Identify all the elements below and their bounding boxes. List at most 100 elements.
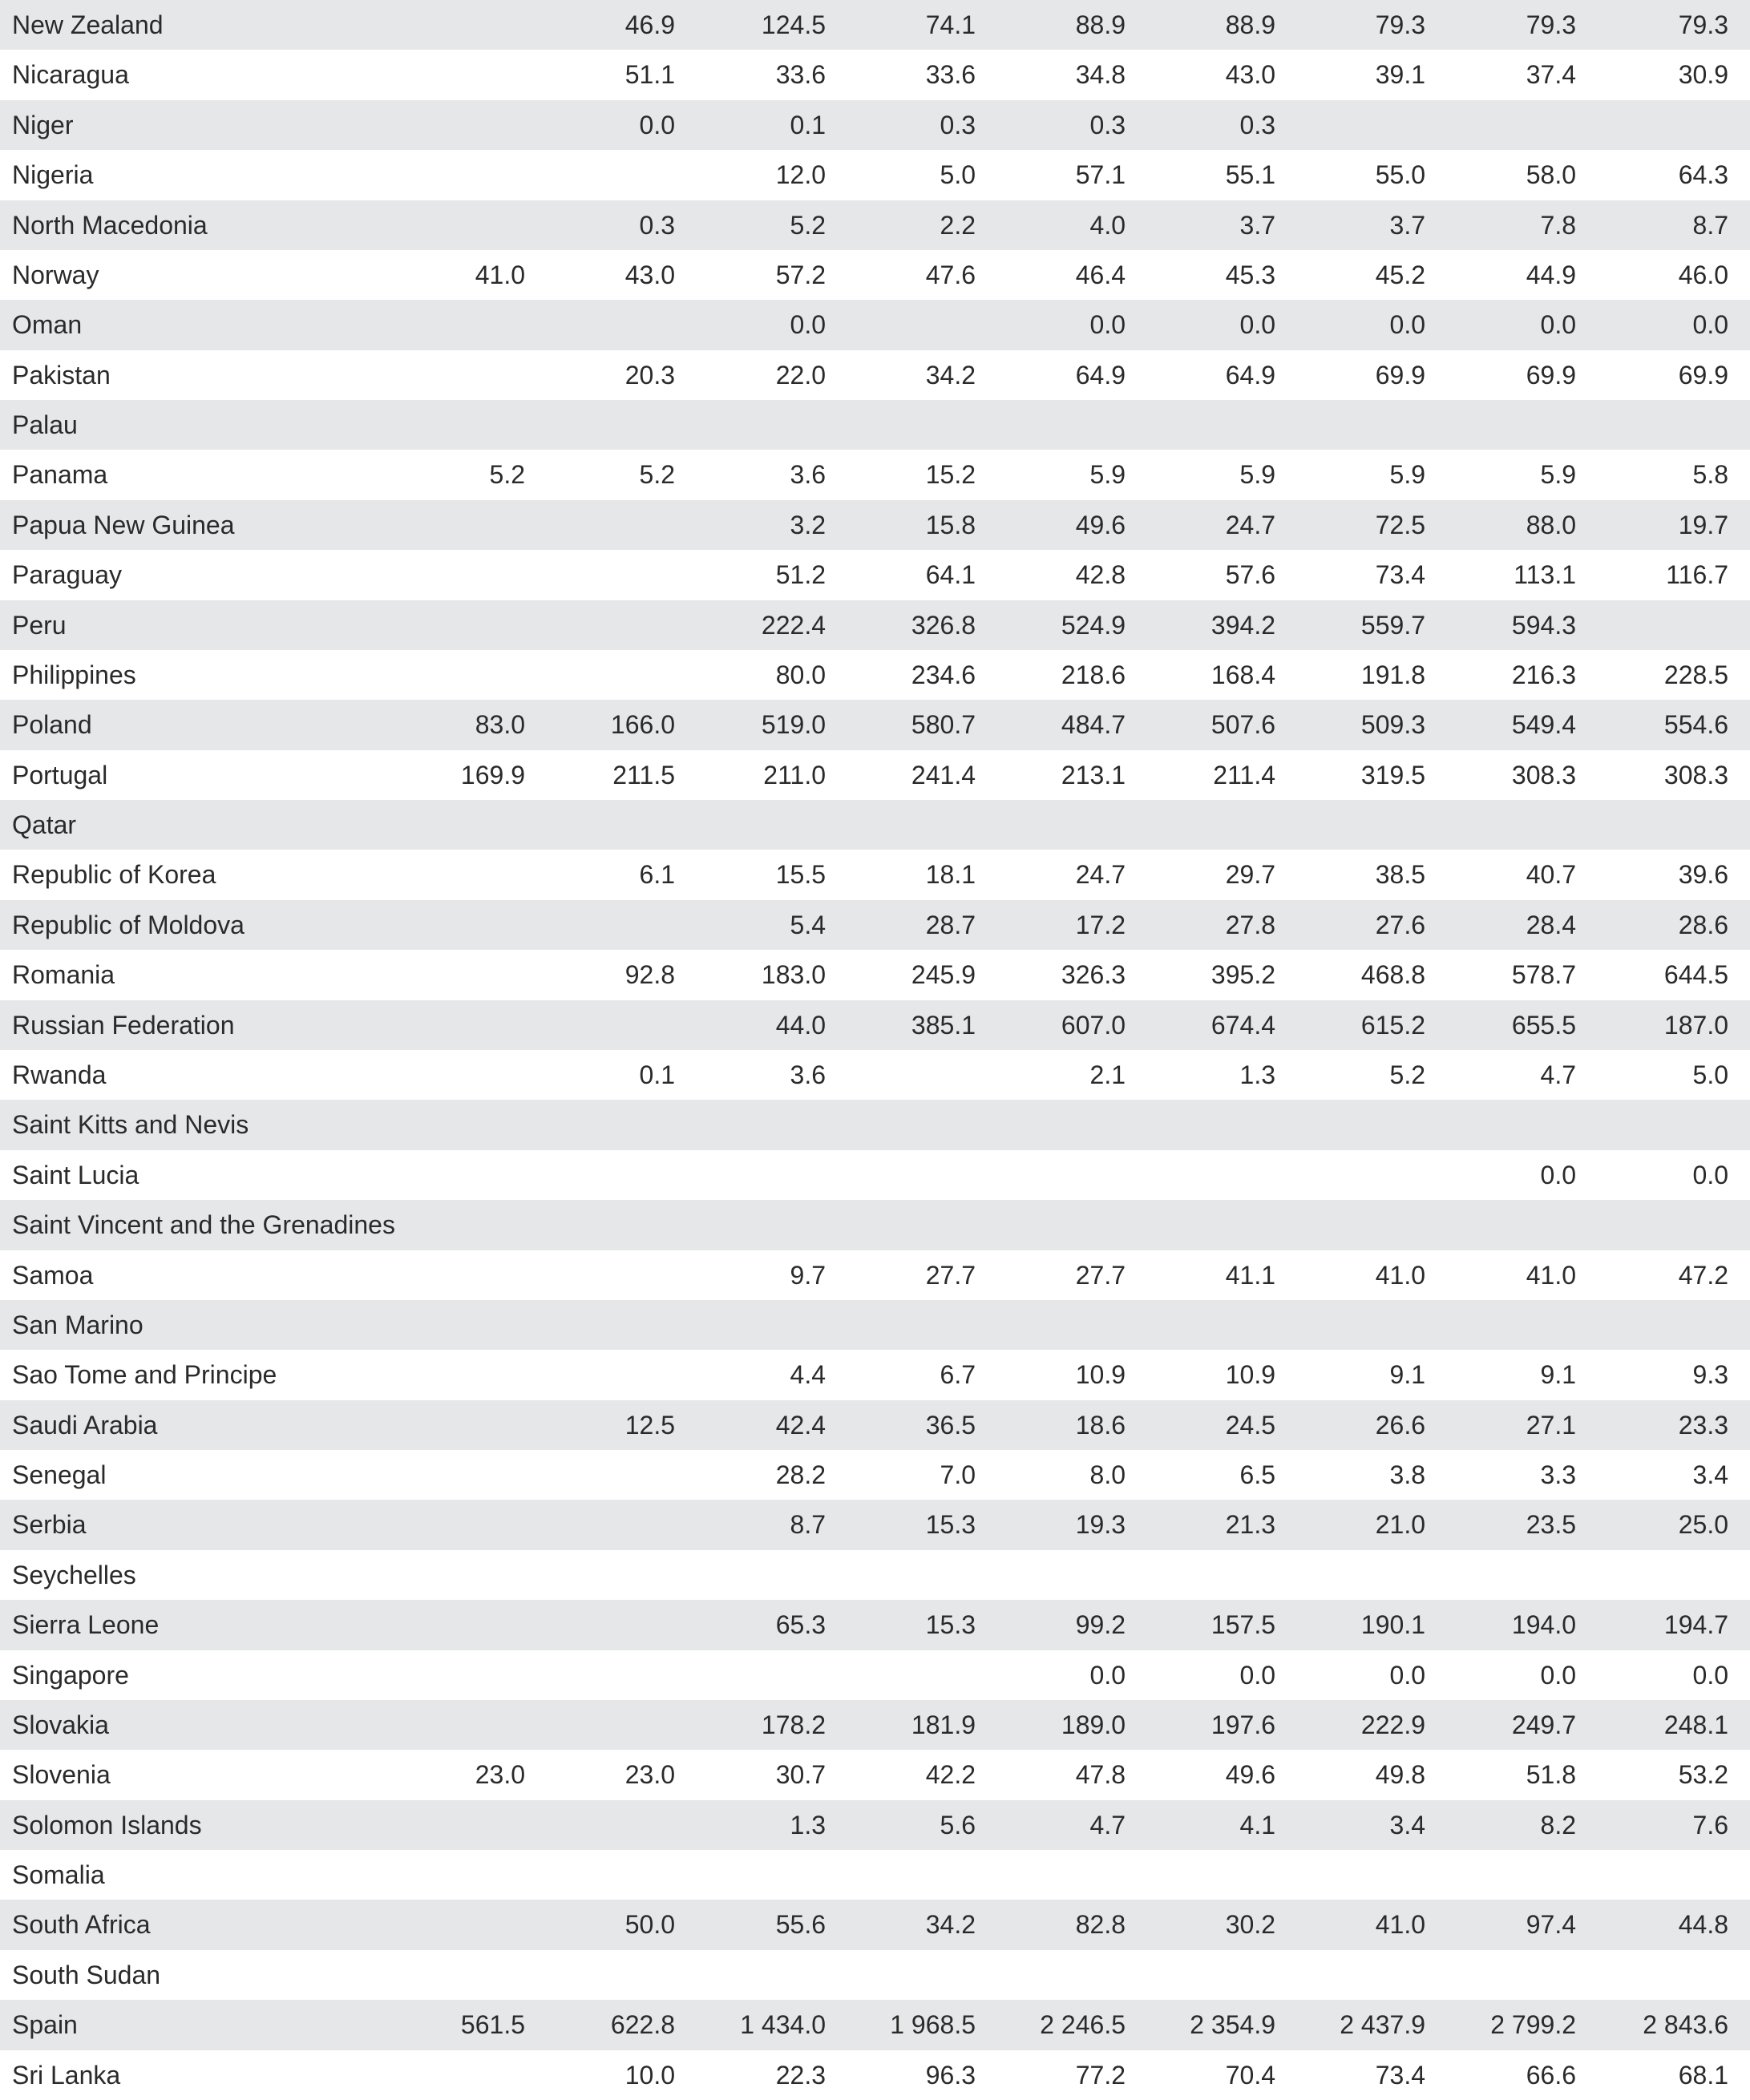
- value-cell: 64.3: [1678, 160, 1728, 190]
- value-cell: 27.6: [1375, 910, 1425, 939]
- value-cell: 3.7: [1239, 210, 1275, 240]
- table-row: Pakistan 20.3 22.0 34.2 64.9 64.9 69.9 69.9 69.9: [0, 350, 1750, 400]
- value-cell: 507.6: [1210, 710, 1275, 740]
- value-cell: 241.4: [911, 760, 976, 790]
- country-name: Saint Kitts and Nevis: [12, 1110, 249, 1140]
- country-name: Palau: [12, 410, 78, 440]
- value-cell: 5.8: [1692, 460, 1728, 490]
- country-name: Niger: [12, 110, 74, 139]
- table-row: Sao Tome and Principe 4.4 6.7 10.9 10.9 9.1 9.…: [0, 1350, 1750, 1399]
- value-cell: 19.3: [1075, 1510, 1126, 1540]
- country-name: Norway: [12, 260, 99, 289]
- value-cell: 2 354.9: [1190, 2010, 1275, 2040]
- value-cell: 0.3: [1239, 110, 1275, 139]
- value-cell: 28.4: [1526, 910, 1576, 939]
- value-cell: 8.2: [1540, 1810, 1576, 1840]
- value-cell: 44.8: [1678, 1910, 1728, 1940]
- value-cell: 15.5: [775, 860, 826, 890]
- value-cell: 69.9: [1526, 360, 1576, 390]
- value-cell: 5.4: [790, 910, 826, 939]
- value-cell: 234.6: [911, 660, 976, 689]
- value-cell: 10.0: [624, 2060, 675, 2090]
- value-cell: 18.1: [925, 860, 976, 890]
- value-cell: 96.3: [925, 2060, 976, 2090]
- value-cell: 29.7: [1225, 860, 1275, 890]
- value-cell: 38.5: [1375, 860, 1425, 890]
- value-cell: 55.6: [775, 1910, 826, 1940]
- value-cell: 3.4: [1692, 1460, 1728, 1490]
- value-cell: 2 799.2: [1490, 2010, 1576, 2040]
- table-row: Papua New Guinea 3.2 15.8 49.6 24.7 72.5 88.0 1…: [0, 499, 1750, 551]
- value-cell: 3.8: [1389, 1460, 1425, 1490]
- value-cell: 41.1: [1225, 1260, 1275, 1290]
- value-cell: 6.7: [940, 1360, 976, 1390]
- country-name: Samoa: [12, 1260, 94, 1290]
- country-name: Senegal: [12, 1460, 107, 1490]
- country-name: San Marino: [12, 1310, 143, 1339]
- value-cell: 222.9: [1360, 1710, 1425, 1739]
- value-cell: 82.8: [1075, 1910, 1126, 1940]
- value-cell: 0.3: [1089, 110, 1126, 139]
- value-cell: 68.1: [1678, 2060, 1728, 2090]
- country-name: Sierra Leone: [12, 1610, 160, 1640]
- value-cell: 46.0: [1678, 260, 1728, 289]
- country-name: South Africa: [12, 1910, 151, 1940]
- value-cell: 7.0: [940, 1460, 976, 1490]
- value-cell: 1 968.5: [890, 2010, 976, 2040]
- table-row: Portugal 169.9 211.5 211.0 241.4 213.1 211.4 31…: [0, 750, 1750, 800]
- value-cell: 2 437.9: [1340, 2010, 1425, 2040]
- value-cell: 24.5: [1225, 1410, 1275, 1440]
- table-row: Oman 0.0 0.0 0.0 0.0 0.0 0.0: [0, 300, 1750, 350]
- value-cell: 0.0: [1089, 310, 1126, 340]
- value-cell: 5.9: [1389, 460, 1425, 490]
- value-cell: 222.4: [761, 610, 826, 640]
- value-cell: 211.4: [1213, 760, 1275, 790]
- value-cell: 50.0: [624, 1910, 675, 1940]
- table-row: Norway 41.0 43.0 57.2 47.6 46.4 45.3 45.2 44.9 46…: [0, 250, 1750, 300]
- value-cell: 0.3: [639, 210, 675, 240]
- value-cell: 197.6: [1210, 1710, 1275, 1739]
- value-cell: 34.2: [925, 1910, 976, 1940]
- value-cell: 27.1: [1526, 1410, 1576, 1440]
- value-cell: 0.1: [639, 1060, 675, 1089]
- value-cell: 3.3: [1540, 1460, 1576, 1490]
- value-cell: 3.2: [790, 510, 826, 539]
- table-row: North Macedonia 0.3 5.2 2.2 4.0 3.7 3.7 7.8 8.7: [0, 200, 1750, 250]
- value-cell: 4.1: [1239, 1810, 1275, 1840]
- value-cell: 30.7: [775, 1760, 826, 1790]
- value-cell: 183.0: [761, 960, 826, 990]
- value-cell: 308.3: [1663, 760, 1728, 790]
- table-row: Palau: [0, 400, 1750, 450]
- value-cell: 9.1: [1389, 1360, 1425, 1390]
- value-cell: 326.8: [911, 610, 976, 640]
- table-row: Samoa 9.7 27.7 27.7 41.1 41.0 41.0 47.2: [0, 1250, 1750, 1300]
- value-cell: 3.6: [790, 460, 826, 490]
- value-cell: 9.1: [1540, 1360, 1576, 1390]
- value-cell: 113.1: [1514, 560, 1576, 590]
- value-cell: 5.9: [1239, 460, 1275, 490]
- value-cell: 3.4: [1389, 1810, 1425, 1840]
- value-cell: 22.0: [775, 360, 826, 390]
- value-cell: 43.0: [1225, 60, 1275, 90]
- value-cell: 27.7: [1075, 1260, 1126, 1290]
- country-name: Slovakia: [12, 1710, 109, 1739]
- value-cell: 385.1: [911, 1010, 976, 1040]
- value-cell: 216.3: [1511, 660, 1576, 689]
- value-cell: 559.7: [1360, 610, 1425, 640]
- value-cell: 30.2: [1225, 1910, 1275, 1940]
- value-cell: 42.8: [1075, 560, 1126, 590]
- country-name: Papua New Guinea: [12, 510, 235, 539]
- value-cell: 64.1: [925, 560, 976, 590]
- country-name: Pakistan: [12, 360, 111, 390]
- value-cell: 2 246.5: [1040, 2010, 1126, 2040]
- table-row: South Sudan: [0, 1950, 1750, 2000]
- country-name: Nicaragua: [12, 60, 129, 90]
- value-cell: 21.3: [1225, 1510, 1275, 1540]
- value-cell: 39.6: [1678, 860, 1728, 890]
- value-cell: 213.1: [1061, 760, 1126, 790]
- table-row: Singapore 0.0 0.0 0.0 0.0 0.0: [0, 1650, 1750, 1700]
- country-name: Solomon Islands: [12, 1810, 202, 1840]
- value-cell: 22.3: [775, 2060, 826, 2090]
- value-cell: 7.6: [1692, 1810, 1728, 1840]
